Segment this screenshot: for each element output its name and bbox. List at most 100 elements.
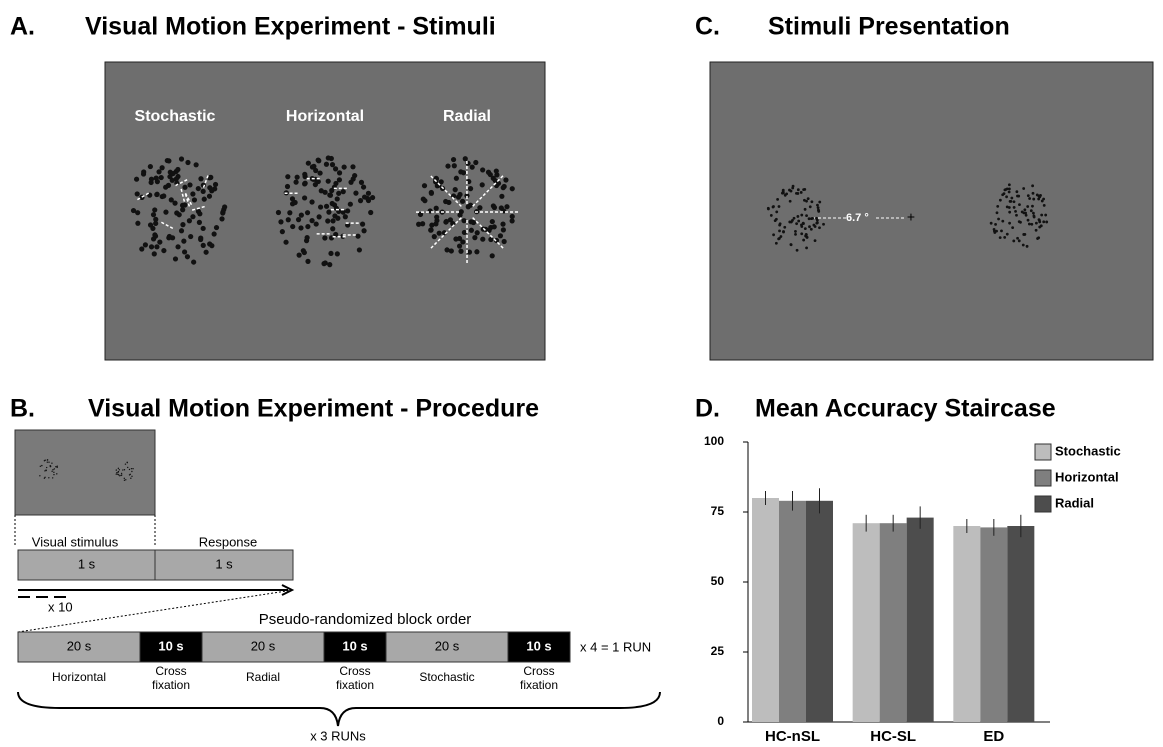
dot: [433, 221, 439, 227]
dot: [1032, 197, 1036, 201]
dot: [807, 217, 811, 221]
dot: [1016, 236, 1019, 240]
block-duration: 10 s: [158, 638, 183, 653]
dot: [801, 221, 805, 225]
dot: [129, 473, 131, 476]
dot: [472, 235, 478, 241]
dot: [1015, 213, 1018, 217]
dot: [164, 157, 170, 164]
dot: [191, 197, 198, 203]
dot: [1005, 232, 1009, 236]
motion-vector: [472, 173, 505, 207]
dot: [188, 233, 194, 240]
dot: [800, 225, 804, 228]
legend-label: Stochastic: [1055, 443, 1121, 458]
panel-title: Stimuli Presentation: [768, 13, 1010, 41]
dot: [140, 171, 147, 177]
block-label: Cross: [155, 664, 186, 678]
dot: [1021, 243, 1025, 247]
dot: [287, 210, 293, 216]
dot: [148, 179, 154, 186]
dot: [776, 197, 779, 201]
dot: [1015, 190, 1019, 194]
dot: [284, 183, 291, 190]
dot: [452, 187, 458, 193]
dot: [1032, 215, 1036, 219]
dot: [998, 198, 1002, 202]
dot: [804, 233, 808, 237]
dot: [334, 251, 340, 257]
dot: [56, 465, 58, 467]
dot: [135, 210, 141, 216]
dot: [333, 180, 339, 187]
dot: [315, 178, 321, 185]
dot: [1017, 239, 1021, 243]
y-tick-label: 25: [711, 644, 725, 658]
dot: [1008, 210, 1012, 214]
dot: [178, 228, 185, 234]
dot: [46, 459, 49, 461]
dot: [172, 200, 178, 206]
dot: [1031, 184, 1035, 188]
runs: x 3 RUNs: [310, 728, 366, 743]
dot: [998, 236, 1002, 240]
dot: [159, 165, 165, 171]
dot: [130, 467, 133, 470]
dot: [222, 204, 228, 210]
dot: [1011, 226, 1015, 230]
dot: [128, 468, 131, 471]
dot: [1035, 193, 1039, 197]
dot: [152, 207, 158, 213]
dot: [805, 199, 808, 203]
dot: [796, 192, 800, 195]
dot: [433, 205, 439, 211]
motion-vector: [472, 217, 506, 250]
dot: [816, 203, 819, 207]
dot: [1018, 203, 1021, 207]
dot: [335, 215, 341, 221]
dot: [315, 157, 321, 163]
dot: [456, 243, 463, 249]
dot: [1042, 197, 1046, 201]
stimulus-label: Horizontal: [286, 108, 364, 125]
dot: [294, 174, 300, 180]
dot: [488, 236, 494, 243]
dot: [1026, 205, 1030, 208]
dot: [304, 210, 311, 216]
block: [17, 631, 141, 663]
dot: [789, 189, 793, 193]
bar: [1007, 526, 1035, 722]
dot: [123, 469, 126, 471]
chart-title: Mean Accuracy Staircase: [755, 395, 1056, 423]
dot: [1012, 200, 1016, 204]
block: [201, 631, 325, 663]
dot: [500, 221, 506, 227]
dot: [992, 227, 996, 231]
dot: [132, 468, 134, 470]
motion-vector: [429, 217, 462, 251]
dot: [153, 216, 159, 222]
dot: [805, 214, 808, 218]
mini-screen: [14, 429, 156, 516]
dot: [995, 211, 999, 215]
dot: [809, 227, 813, 231]
dot: [445, 163, 451, 169]
dot: [1005, 195, 1008, 199]
dot: [126, 461, 128, 464]
dot: [818, 226, 821, 230]
dot: [500, 227, 506, 233]
dot: [1044, 213, 1048, 217]
dot: [800, 213, 804, 217]
block: [385, 631, 509, 663]
dot: [305, 258, 311, 264]
dot: [1026, 218, 1030, 222]
bar: [879, 523, 907, 722]
legend-swatch: [1034, 443, 1052, 461]
dot: [1042, 203, 1046, 207]
dot: [172, 256, 179, 262]
dot: [173, 176, 179, 182]
dot: [123, 477, 125, 480]
dot: [180, 207, 186, 213]
dot: [994, 222, 997, 226]
dot: [358, 179, 365, 185]
